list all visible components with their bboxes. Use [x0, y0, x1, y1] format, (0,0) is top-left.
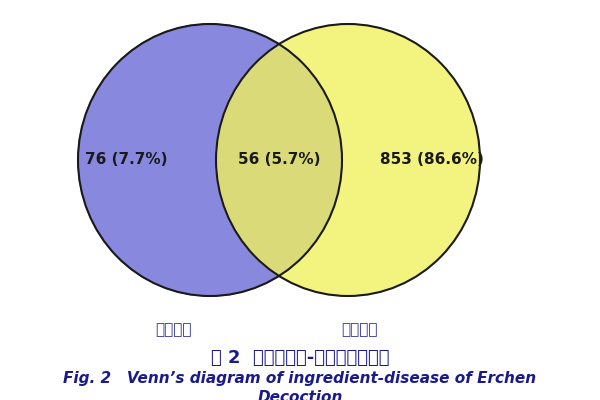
Text: 成分靶点: 成分靶点 [156, 322, 192, 338]
Ellipse shape [78, 24, 342, 296]
Text: 76 (7.7%): 76 (7.7%) [85, 152, 167, 168]
Ellipse shape [216, 24, 480, 296]
Text: 56 (5.7%): 56 (5.7%) [238, 152, 320, 168]
Text: Decoction: Decoction [257, 390, 343, 400]
Text: Fig. 2   Venn’s diagram of ingredient-disease of Erchen: Fig. 2 Venn’s diagram of ingredient-dise… [64, 370, 536, 386]
Text: 853 (86.6%): 853 (86.6%) [380, 152, 484, 168]
Text: 疾病靶点: 疾病靶点 [342, 322, 378, 338]
Text: 图 2  二陈汤疾病-成分靶点韦恩图: 图 2 二陈汤疾病-成分靶点韦恩图 [211, 349, 389, 367]
